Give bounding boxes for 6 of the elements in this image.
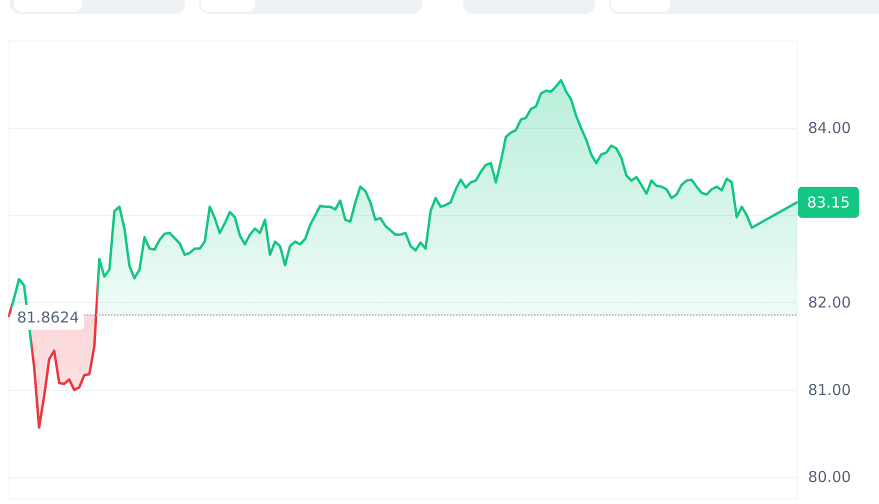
y-tick-label: 81.00 bbox=[808, 380, 851, 399]
ref-line-label: 81.8624 bbox=[17, 308, 80, 326]
y-tick-label: 82.00 bbox=[808, 294, 851, 312]
y-tick-label: 80.00 bbox=[808, 468, 851, 486]
text: 83.15 bbox=[807, 193, 850, 212]
y-tick-label: 84.00 bbox=[808, 119, 851, 138]
